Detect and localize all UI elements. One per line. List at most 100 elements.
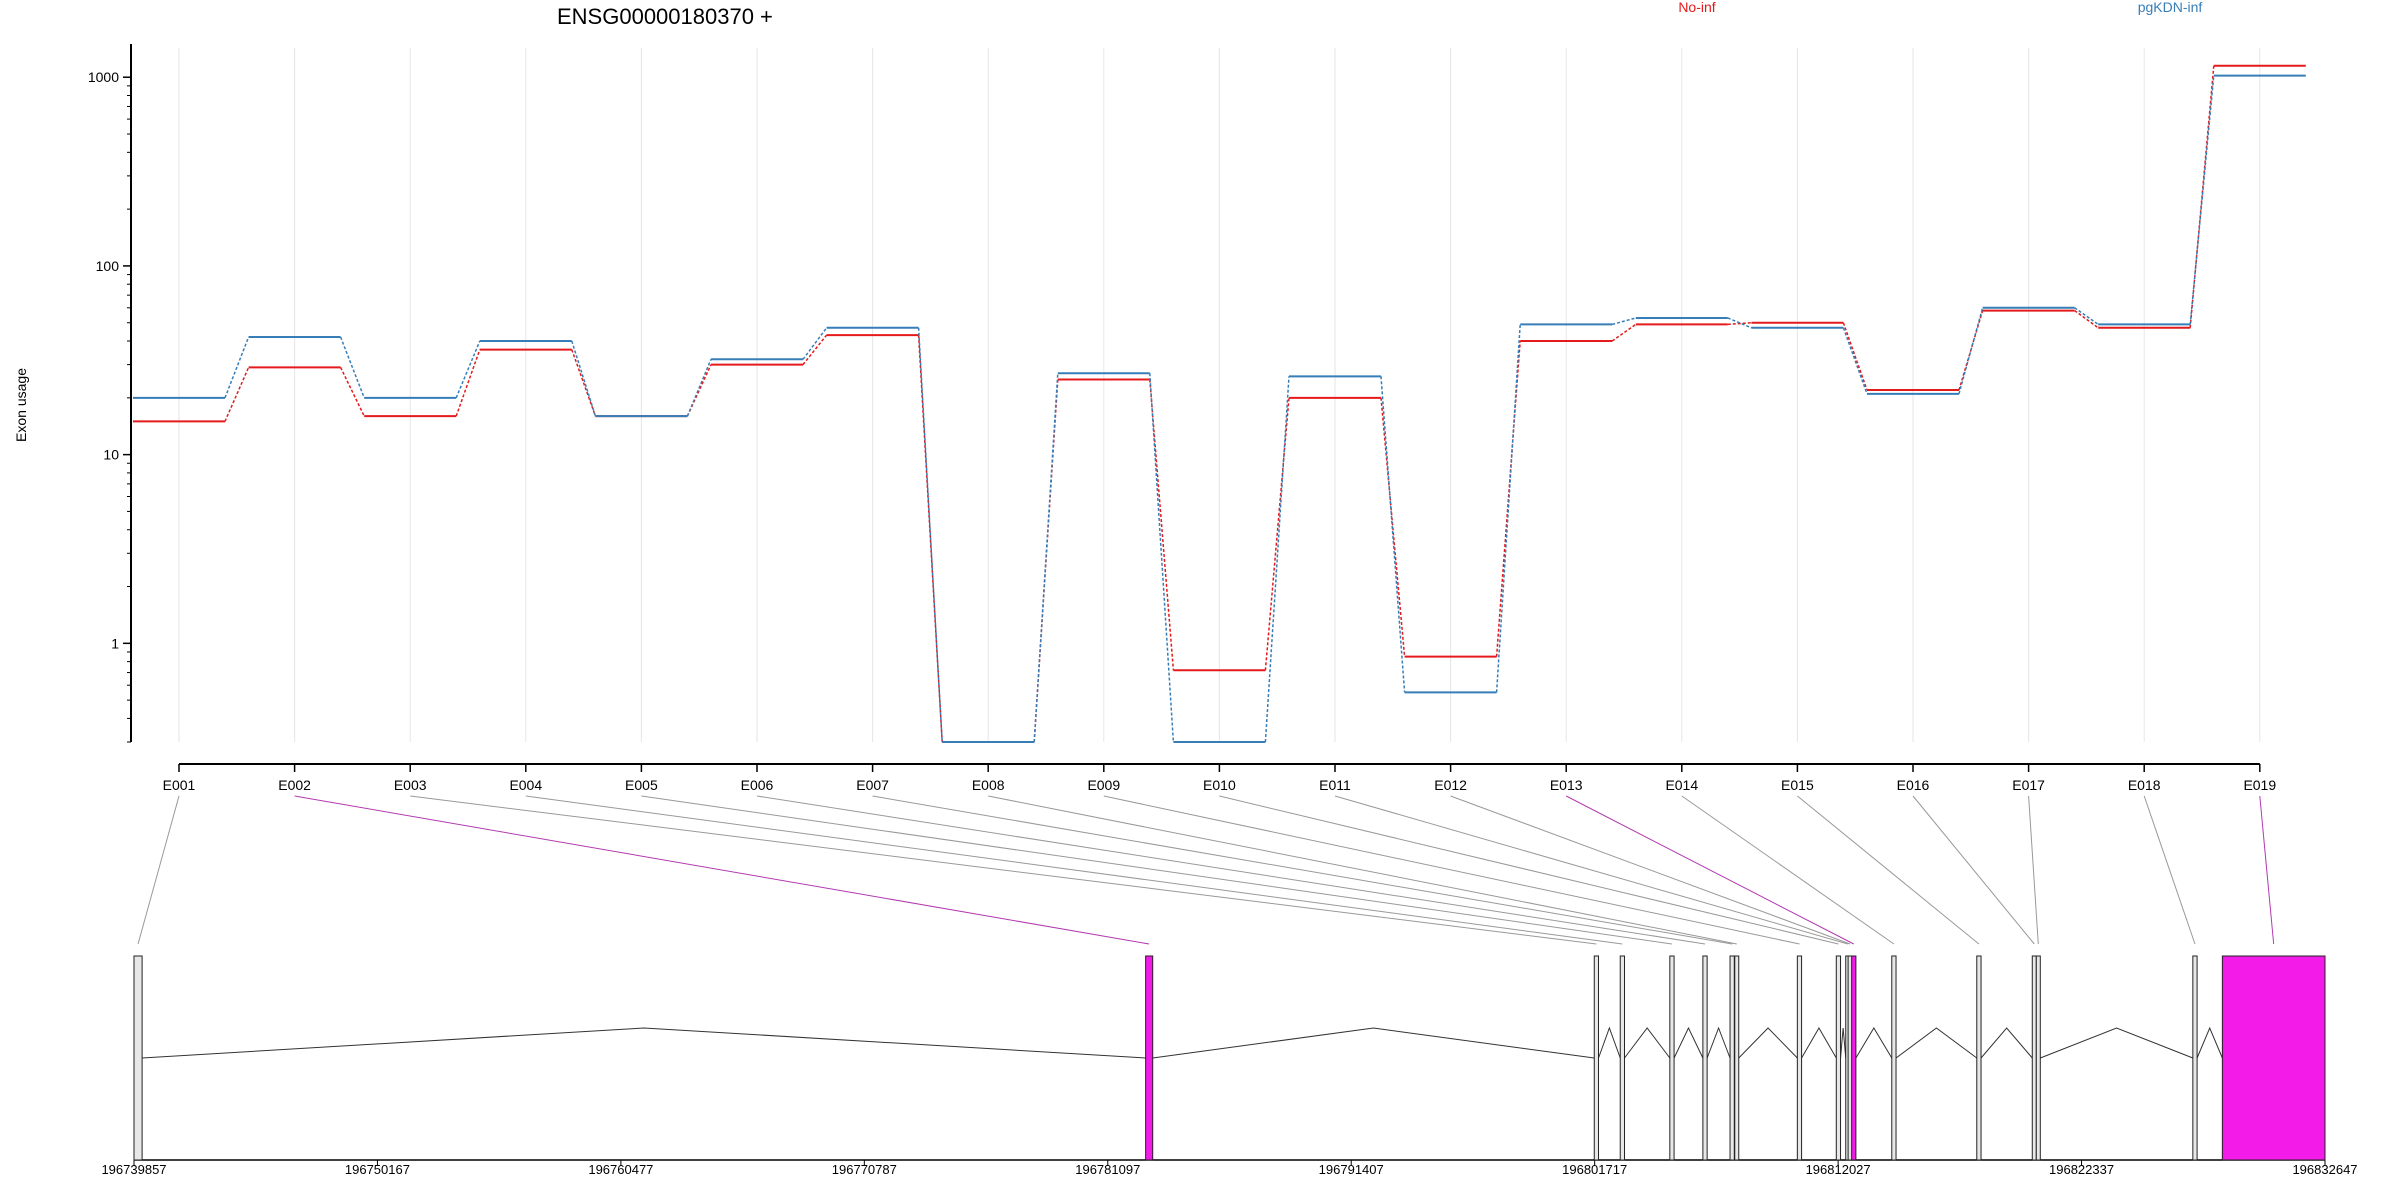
intron-line — [1624, 1027, 1671, 1059]
series-no-inf-connector — [1264, 397, 1290, 671]
series-pgkdn-inf-connector — [224, 336, 250, 399]
series-no-inf-connector — [455, 349, 481, 417]
connector-e008 — [988, 795, 1737, 945]
connector-e015 — [1797, 795, 1980, 945]
y-tick-label-10: 10 — [103, 447, 119, 463]
axes: 1 10 100 1000 E001 E002 E003 E004 E005 E006 E007 E0… — [88, 44, 2276, 793]
intron-line — [1980, 1027, 2033, 1059]
genomic-tick-label: 196770787 — [832, 1162, 897, 1177]
intron-line — [1840, 1027, 1847, 1059]
exon-box-e014 — [1891, 955, 1897, 1161]
x-tick-label-e018: E018 — [2128, 777, 2161, 793]
chart-title: ENSG00000180370 + — [557, 4, 773, 29]
y-tick-label-1000: 1000 — [88, 69, 119, 85]
x-tick-label-e016: E016 — [1897, 777, 1930, 793]
x-tick-label-e013: E013 — [1550, 777, 1583, 793]
exon-box-e015 — [1976, 955, 1982, 1161]
y-axis-label: Exon usage — [13, 368, 29, 442]
series-pgkdn-inf-connector — [1264, 376, 1290, 743]
genomic-tick-label: 196781097 — [1075, 1162, 1140, 1177]
series-pgkdn-inf-connector — [1149, 373, 1175, 743]
intron-line — [1895, 1027, 1978, 1059]
series-no-inf-connector — [686, 364, 712, 417]
intron-line — [1738, 1027, 1798, 1059]
series-pgkdn-inf-connector — [1495, 324, 1521, 693]
genomic-tick-label: 196812027 — [1806, 1162, 1871, 1177]
series-pgkdn-inf-connector — [1380, 376, 1406, 693]
x-tick-label-e007: E007 — [856, 777, 889, 793]
series-pgkdn-inf-connector — [571, 340, 597, 417]
connector-e001 — [137, 795, 180, 945]
y-tick-label-1: 1 — [111, 635, 119, 651]
connector-e007 — [872, 795, 1733, 945]
series-pgkdn-inf-connector — [1727, 317, 1752, 329]
intron-line — [1801, 1027, 1837, 1059]
connector-e002 — [294, 795, 1150, 945]
intron-line — [1152, 1027, 1595, 1059]
x-tick-label-e004: E004 — [509, 777, 542, 793]
exon-box-e003 — [1593, 955, 1600, 1161]
intron-line — [142, 1027, 1146, 1059]
series-no-inf-connector — [2189, 65, 2215, 328]
connector-e004 — [525, 795, 1623, 945]
x-tick-label-e012: E012 — [1434, 777, 1467, 793]
intron-line — [1673, 1026, 1704, 1059]
series-pgkdn-inf-connector — [455, 340, 481, 399]
series-pgkdn-inf-connector — [2074, 307, 2099, 326]
genomic-tick-label: 196832647 — [2292, 1162, 2357, 1177]
connector-e016 — [1912, 795, 2035, 945]
exon-box-e006 — [1702, 955, 1708, 1161]
legend-no-inf: No-inf — [1678, 0, 1715, 15]
x-tick-label-e006: E006 — [741, 777, 774, 793]
exon-box-e008 — [1734, 955, 1740, 1161]
connector-e005 — [641, 795, 1673, 945]
exon-box-e009 — [1796, 955, 1803, 1161]
genomic-tick-label: 196739857 — [101, 1162, 166, 1177]
x-tick-label-e010: E010 — [1203, 777, 1236, 793]
series-pgkdn-inf-connector — [1842, 327, 1868, 395]
exon-box-e017 — [2035, 955, 2041, 1161]
exon-box-e019 — [2221, 955, 2326, 1161]
exon-connector-lines — [137, 795, 2275, 945]
exon-box-e002 — [1145, 955, 1154, 1161]
x-tick-label-e014: E014 — [1665, 777, 1698, 793]
intron-line — [1598, 1026, 1621, 1059]
exon-box-e016 — [2031, 955, 2037, 1161]
series-pgkdn-inf-connector — [686, 359, 712, 417]
exon-box-e004 — [1619, 955, 1625, 1161]
series-pgkdn-inf-connector — [802, 327, 828, 360]
series-pgkdn-inf-connector — [1033, 373, 1059, 743]
series-pgkdn-inf-connector — [339, 336, 365, 399]
x-tick-label-e011: E011 — [1319, 777, 1351, 793]
gene-model: 196739857 196750167 196760477 196770787 1967… — [101, 955, 2358, 1177]
series-pgkdn-inf-connector — [2189, 75, 2215, 325]
x-tick-label-e019: E019 — [2243, 777, 2276, 793]
x-tick-label-e005: E005 — [625, 777, 658, 793]
series-no-inf-connector — [1842, 322, 1868, 391]
connector-e012 — [1450, 795, 1851, 945]
genomic-tick-label: 196801717 — [1562, 1162, 1627, 1177]
exon-box-e013 — [1851, 955, 1857, 1161]
series-no-inf-connector — [339, 367, 365, 417]
series-no-inf-connector — [2074, 309, 2099, 329]
series-no-inf-connector — [1611, 323, 1637, 342]
connector-e011 — [1334, 795, 1848, 945]
exon-box-e018 — [2192, 955, 2198, 1161]
connector-e003 — [410, 795, 1597, 945]
x-tick-label-e017: E017 — [2012, 777, 2045, 793]
connector-e010 — [1219, 795, 1839, 945]
series-no-inf-connector — [1495, 340, 1521, 657]
series-no-inf-connector — [1727, 321, 1752, 326]
connector-e019 — [2259, 795, 2275, 945]
series-no-inf-connector — [1149, 379, 1175, 671]
intron-line — [1855, 1027, 1893, 1059]
x-tick-label-e001: E001 — [163, 777, 196, 793]
connector-e017 — [2028, 795, 2039, 945]
y-tick-label-100: 100 — [96, 258, 120, 274]
connector-e018 — [2143, 795, 2196, 945]
x-tick-label-e015: E015 — [1781, 777, 1814, 793]
legend-pgkdn-inf: pgKDN-inf — [2138, 0, 2203, 15]
connector-e013 — [1565, 795, 1854, 945]
connector-e009 — [1103, 795, 1800, 945]
